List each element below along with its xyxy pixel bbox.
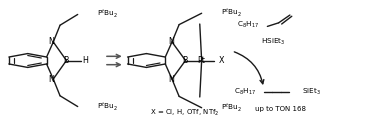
Text: up to TON 168: up to TON 168 xyxy=(255,106,306,112)
Text: B: B xyxy=(64,56,69,65)
Text: HSiEt$_3$: HSiEt$_3$ xyxy=(261,37,285,47)
Text: P$^t$Bu$_2$: P$^t$Bu$_2$ xyxy=(97,8,118,20)
Text: B: B xyxy=(183,56,188,65)
FancyArrowPatch shape xyxy=(234,52,264,84)
Text: X: X xyxy=(219,56,224,65)
Text: C$_8$H$_{17}$: C$_8$H$_{17}$ xyxy=(234,87,256,97)
Text: X = Cl, H, OTf, NTf$_2$: X = Cl, H, OTf, NTf$_2$ xyxy=(150,107,219,118)
Text: N: N xyxy=(168,37,174,46)
Text: Pt: Pt xyxy=(198,56,205,65)
Text: P$^t$Bu$_2$: P$^t$Bu$_2$ xyxy=(221,7,242,19)
Text: N: N xyxy=(49,75,54,84)
Text: N: N xyxy=(49,37,54,46)
Text: N: N xyxy=(168,75,174,84)
Text: H: H xyxy=(82,56,88,65)
Text: C$_8$H$_{17}$: C$_8$H$_{17}$ xyxy=(237,19,259,30)
Text: SiEt$_3$: SiEt$_3$ xyxy=(302,87,321,97)
Text: P$^t$Bu$_2$: P$^t$Bu$_2$ xyxy=(221,102,242,114)
Text: P$^t$Bu$_2$: P$^t$Bu$_2$ xyxy=(97,101,118,113)
